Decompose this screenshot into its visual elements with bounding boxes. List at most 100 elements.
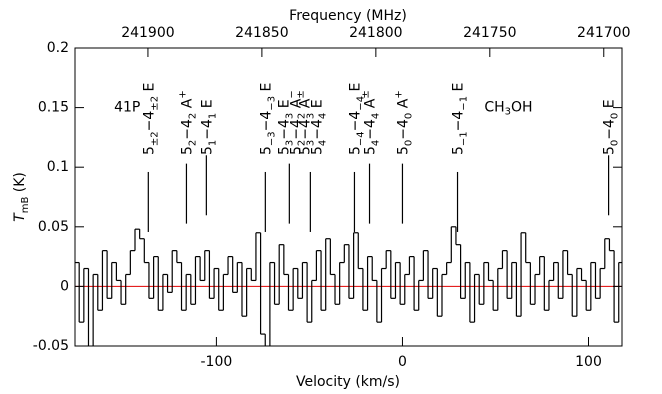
text-part: A [288, 98, 304, 112]
subscript: 1 [207, 140, 218, 146]
y-tick-label: 0.15 [38, 100, 69, 116]
transition-label: 54−44 A± [361, 90, 382, 155]
superscript: + [393, 90, 404, 98]
subscript: 1 [207, 113, 218, 119]
subscript: 4 [371, 140, 382, 146]
x-tick-label: 100 [575, 354, 602, 370]
text-part: −4 [258, 111, 274, 132]
y-tick-label: 0 [60, 278, 69, 294]
text-part: 5 [309, 146, 325, 155]
subscript: 4 [317, 113, 328, 119]
text-part: 5 [276, 146, 292, 155]
subscript: 4 [371, 113, 382, 119]
transition-label: 53−43 A± [295, 90, 316, 155]
text-part: E [276, 99, 292, 112]
y-tick-label: -0.05 [33, 338, 69, 354]
subscript: 0 [403, 113, 414, 119]
text-part: A [179, 98, 195, 112]
text-part: E [602, 99, 618, 112]
subscript: −3 [266, 96, 277, 111]
y-tick-label: 0.05 [38, 219, 69, 235]
transition-label: 5±2−4±2 E [141, 83, 160, 155]
superscript: ± [361, 90, 372, 98]
subscript: 0 [403, 140, 414, 146]
text-part: 5 [179, 146, 195, 155]
x2-tick-label: 241850 [235, 25, 288, 41]
x2-tick-label: 241800 [349, 25, 402, 41]
text-part: −4 [309, 119, 325, 140]
text-part: 5 [363, 146, 379, 155]
transition-label: 54−44 E [309, 99, 328, 155]
subscript: 3 [305, 113, 316, 119]
transition-label: 53−43 E [276, 99, 295, 155]
text-part: −4 [395, 119, 411, 140]
x2-tick-label: 241900 [121, 25, 174, 41]
annotation: 41P [114, 100, 140, 116]
subscript: 0 [610, 140, 621, 146]
text-part: E [451, 83, 467, 96]
text-part: −4 [288, 119, 304, 140]
text-part: 5 [199, 146, 215, 155]
text-part: −4 [347, 111, 363, 132]
transition-label: 50−40 E [602, 99, 621, 155]
text-part: E [199, 99, 215, 112]
text-part: A [363, 98, 379, 112]
text-part: E [309, 99, 325, 112]
text-part: −4 [199, 119, 215, 140]
annotation: CH3OH [484, 100, 532, 118]
subscript: −4 [355, 96, 366, 111]
text-part: 5 [288, 146, 304, 155]
subscript: 2 [296, 113, 307, 119]
text-part: A [297, 98, 313, 112]
text-part: OH [511, 100, 533, 116]
x2-tick-label: 241700 [577, 25, 630, 41]
subscript: ±2 [149, 96, 160, 111]
y-tick-label: 0.1 [47, 159, 69, 175]
superscript: − [286, 90, 297, 98]
subscript: −1 [459, 131, 470, 146]
subscript: 3 [505, 107, 511, 118]
x-tick-label: 0 [398, 354, 407, 370]
transition-label: 52−42 A− [286, 90, 307, 155]
subscript: −3 [266, 131, 277, 146]
x2-tick-label: 241750 [463, 25, 516, 41]
text-part: (K) [12, 172, 28, 197]
transition-label: 52−42 A+ [177, 90, 198, 155]
subscript: ±2 [149, 131, 160, 146]
subscript: 4 [317, 140, 328, 146]
subscript: 2 [187, 113, 198, 119]
text-part: 5 [395, 146, 411, 155]
y-axis-label: TmB (K) [12, 172, 31, 222]
x2-axis-label: Frequency (MHz) [289, 8, 407, 24]
text-part: E [347, 83, 363, 96]
subscript: 2 [296, 140, 307, 146]
subscript: 3 [305, 140, 316, 146]
superscript: ± [295, 90, 306, 98]
text-part: 5 [602, 146, 618, 155]
superscript: + [177, 90, 188, 98]
subscript: 3 [284, 140, 295, 146]
text-part: CH [484, 100, 504, 116]
text-part: 5 [258, 146, 274, 155]
transition-label: 5−1−4−1 E [451, 83, 470, 155]
text-part: −4 [141, 111, 157, 132]
text-part: A [395, 98, 411, 112]
text-part: −4 [297, 119, 313, 140]
subscript: 0 [610, 113, 621, 119]
transition-label: 50−40 A+ [393, 90, 414, 155]
x-tick-label: -100 [201, 354, 233, 370]
text-part: −4 [276, 119, 292, 140]
text-part: −4 [451, 111, 467, 132]
text-part: 5 [141, 146, 157, 155]
text-part: E [141, 83, 157, 96]
text-part: 5 [347, 146, 363, 155]
x-axis-label: Velocity (km/s) [296, 374, 400, 390]
text-part: 41P [114, 100, 140, 116]
text-part: −4 [179, 119, 195, 140]
text-part: −4 [363, 119, 379, 140]
text-part: −4 [602, 119, 618, 140]
subscript: 2 [187, 140, 198, 146]
text-part: T [12, 212, 28, 222]
